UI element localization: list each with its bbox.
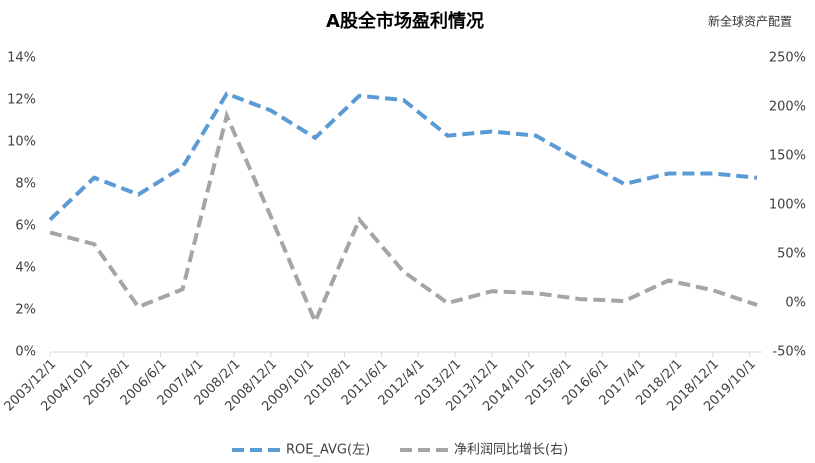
y-tick-label: 10% xyxy=(7,135,36,150)
y2-tick-label: 150% xyxy=(769,149,806,164)
line-series xyxy=(49,109,758,327)
watermark: 新全球资产配置 xyxy=(708,14,792,29)
legend-label: ROE_AVG(左) xyxy=(286,443,370,458)
y-tick-label: 14% xyxy=(7,51,36,66)
legend-label: 净利润同比增长(右) xyxy=(454,443,568,458)
y2-tick-label: -50% xyxy=(772,345,806,360)
y2-tick-label: 100% xyxy=(769,198,806,213)
y-tick-label: 12% xyxy=(7,93,36,108)
chart-title: A股全市场盈利情况 xyxy=(326,10,484,32)
y2-tick-label: 50% xyxy=(777,247,806,262)
y2-tick-label: 250% xyxy=(769,51,806,66)
y2-tick-label: 200% xyxy=(769,100,806,115)
line-series xyxy=(48,91,758,222)
y-tick-label: 0% xyxy=(15,345,36,360)
y2-tick-label: 0% xyxy=(785,296,806,311)
y-tick-label: 2% xyxy=(15,303,36,318)
y-tick-label: 6% xyxy=(15,219,36,234)
y-tick-label: 8% xyxy=(15,177,36,192)
y-tick-label: 4% xyxy=(15,261,36,276)
